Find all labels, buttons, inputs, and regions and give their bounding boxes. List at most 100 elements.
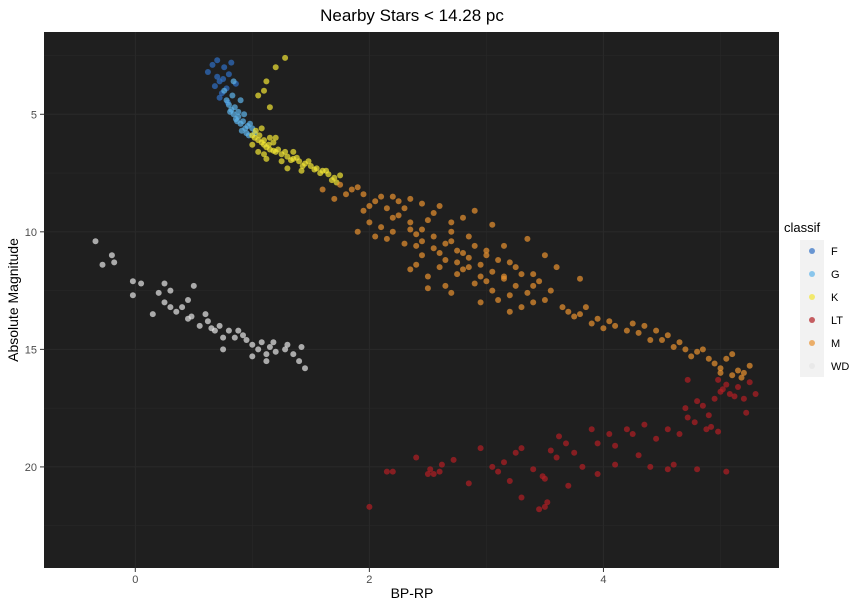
data-point — [641, 322, 648, 329]
data-point — [483, 247, 490, 254]
data-point — [173, 308, 180, 315]
data-point — [228, 59, 235, 66]
data-point — [225, 101, 232, 108]
data-point — [221, 64, 228, 71]
data-point — [230, 78, 237, 85]
data-point — [167, 304, 174, 311]
data-point — [378, 193, 385, 200]
data-point — [436, 203, 443, 209]
data-point — [424, 273, 431, 280]
data-point — [354, 228, 361, 235]
data-point — [263, 351, 270, 358]
data-point — [512, 282, 519, 289]
data-point — [471, 242, 478, 249]
data-point — [255, 346, 262, 353]
data-point — [389, 193, 396, 200]
legend-label-k: K — [831, 292, 839, 304]
data-point — [577, 311, 583, 318]
data-point — [740, 395, 747, 402]
data-point — [699, 402, 706, 409]
data-point — [518, 304, 525, 311]
data-point — [723, 468, 730, 475]
data-point — [694, 466, 701, 473]
data-point — [92, 238, 99, 245]
data-point — [401, 240, 408, 247]
data-point — [544, 499, 551, 506]
data-point — [235, 113, 242, 120]
data-point — [436, 264, 443, 271]
data-point — [282, 54, 289, 61]
data-point — [565, 308, 572, 315]
data-point — [323, 167, 330, 174]
data-point — [223, 97, 230, 104]
x-tick-label: 2 — [366, 574, 372, 586]
data-point — [738, 374, 745, 381]
data-point — [383, 205, 390, 212]
data-point — [419, 200, 425, 207]
data-point — [670, 344, 677, 350]
data-point — [360, 207, 367, 214]
data-point — [331, 195, 338, 202]
series-f — [204, 57, 239, 106]
data-point — [298, 344, 305, 350]
legend-label-m: M — [831, 338, 840, 350]
data-point — [594, 471, 601, 477]
legend-key-wd — [809, 363, 815, 369]
data-point — [460, 214, 466, 221]
data-point — [612, 461, 619, 468]
data-point — [241, 111, 248, 118]
data-point — [328, 177, 335, 184]
data-point — [731, 393, 738, 400]
data-point — [202, 311, 209, 318]
data-point — [659, 337, 665, 343]
data-point — [483, 278, 490, 285]
data-point — [541, 297, 548, 303]
data-point — [629, 320, 636, 327]
data-point — [419, 226, 425, 233]
y-tick-label: 10 — [25, 227, 37, 239]
data-point — [389, 228, 396, 235]
plot-panel — [44, 32, 779, 568]
data-point — [238, 127, 245, 134]
data-point — [559, 304, 566, 311]
data-point — [190, 282, 197, 289]
data-point — [579, 463, 586, 470]
data-point — [348, 186, 355, 193]
series-lt — [366, 376, 759, 513]
data-point — [424, 217, 431, 224]
data-point — [512, 264, 519, 271]
data-point — [477, 273, 484, 280]
data-point — [708, 423, 715, 430]
data-point — [270, 339, 277, 346]
series-m — [319, 181, 753, 381]
data-point — [372, 233, 379, 240]
data-point — [495, 297, 502, 303]
data-point — [606, 431, 613, 437]
data-point — [489, 287, 496, 294]
data-point — [430, 233, 437, 240]
data-point — [216, 94, 223, 101]
data-point — [501, 242, 507, 249]
data-point — [263, 78, 270, 85]
data-point — [395, 212, 402, 219]
data-point — [389, 214, 396, 221]
data-point — [536, 506, 543, 513]
data-point — [465, 264, 472, 271]
data-point — [261, 151, 267, 158]
data-point — [413, 242, 420, 249]
data-point — [553, 454, 560, 461]
data-point — [563, 440, 569, 447]
data-point — [653, 327, 660, 334]
data-point — [495, 257, 502, 263]
data-point — [705, 355, 712, 362]
data-point — [518, 445, 525, 452]
data-point — [317, 170, 324, 177]
y-tick-label: 5 — [31, 109, 37, 121]
data-point — [366, 203, 373, 209]
data-point — [530, 299, 537, 306]
data-point — [477, 445, 484, 452]
data-point — [214, 73, 221, 80]
data-point — [582, 304, 589, 311]
x-axis: 0 2 4 — [132, 568, 607, 586]
data-point — [188, 313, 195, 320]
